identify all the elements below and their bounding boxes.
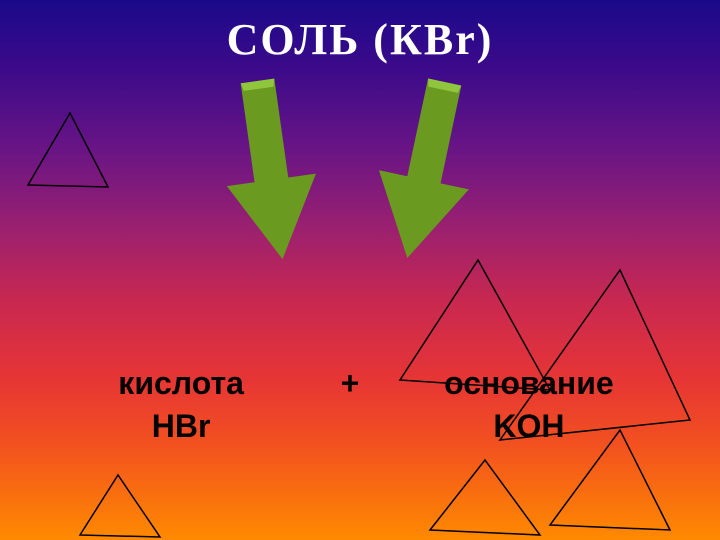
decor-triangle [550, 430, 680, 540]
slide: СОЛЬ (КBr) кислота + основание HBr KOH [0, 0, 720, 540]
plus-label: + [290, 365, 410, 402]
arrow-right [362, 72, 489, 267]
decor-triangle [80, 475, 170, 540]
formula-gap [290, 408, 410, 445]
arrow-left-shape [213, 75, 327, 266]
acid-formula: HBr [81, 408, 281, 445]
acid-label: кислота [81, 365, 281, 402]
arrow-left [213, 75, 327, 266]
decor-triangle [500, 270, 700, 450]
decor-triangle [18, 105, 118, 205]
slide-title: СОЛЬ (КBr) [0, 14, 720, 65]
arrow-right-shape [362, 72, 489, 267]
decor-triangle [430, 460, 550, 540]
